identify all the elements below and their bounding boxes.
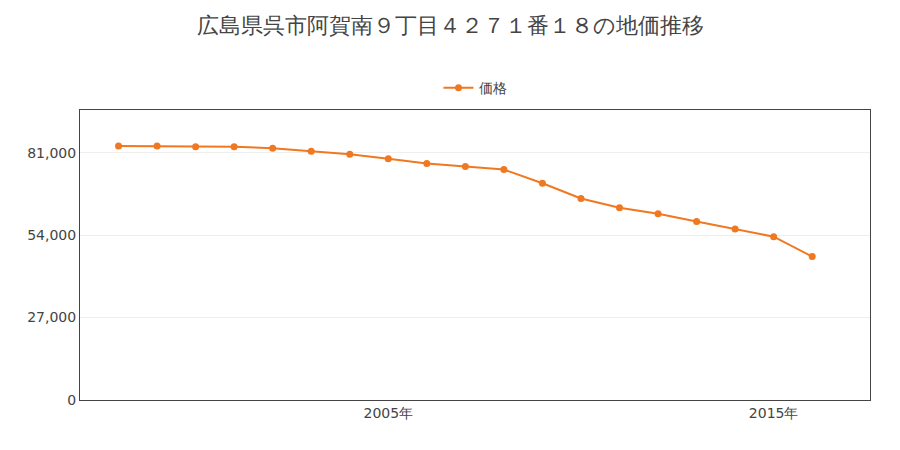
svg-text:81,000: 81,000 — [27, 145, 76, 161]
svg-text:2015年: 2015年 — [749, 405, 799, 421]
svg-text:0: 0 — [67, 392, 76, 408]
svg-text:27,000: 27,000 — [27, 309, 76, 325]
svg-text:広島県呉市阿賀南９丁目４２７１番１８の地価推移: 広島県呉市阿賀南９丁目４２７１番１８の地価推移 — [197, 13, 704, 38]
svg-text:54,000: 54,000 — [27, 227, 76, 243]
svg-text:2005年: 2005年 — [363, 405, 413, 421]
svg-text:価格: 価格 — [479, 80, 507, 96]
